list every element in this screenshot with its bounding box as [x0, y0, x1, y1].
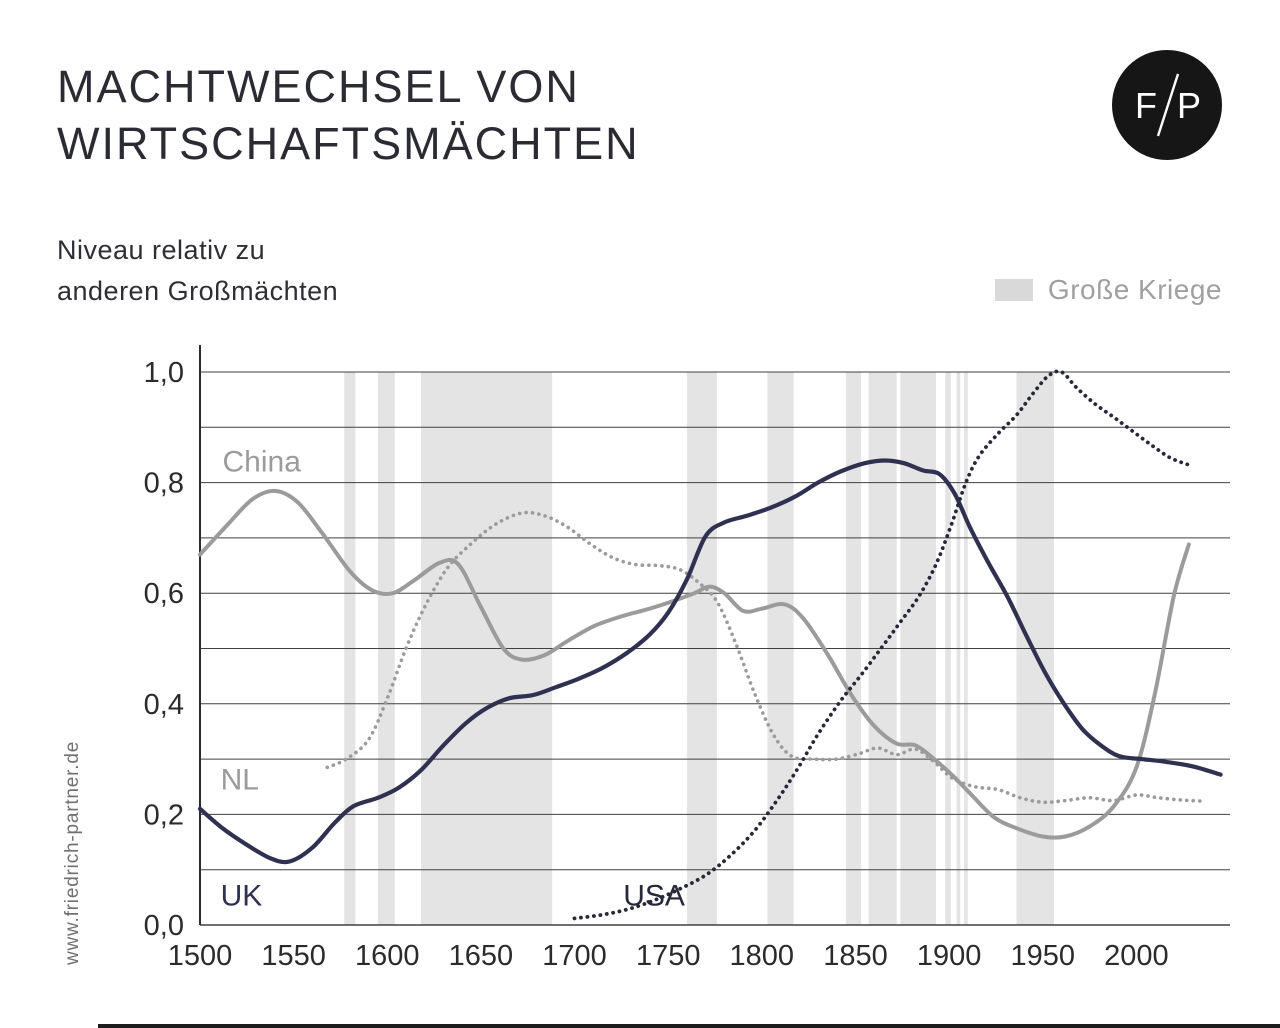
svg-text:F: F — [1135, 85, 1157, 126]
war-band-swatch — [994, 279, 1033, 301]
x-tick-label: 2000 — [1104, 940, 1169, 972]
brand-logo-icon: F P — [1112, 50, 1222, 160]
x-tick-label: 1650 — [449, 940, 514, 972]
legend-label: Große Kriege — [1047, 274, 1222, 305]
page-title-line2: WIRTSCHAFTSMÄCHTEN — [57, 118, 640, 169]
x-tick-label: 1950 — [1010, 940, 1075, 972]
x-tick-label: 1600 — [355, 940, 420, 972]
x-tick-label: 1700 — [542, 940, 607, 972]
series-label-uk: UK — [221, 880, 263, 913]
x-tick-label: 1900 — [917, 940, 982, 972]
y-tick-label: 0,8 — [144, 468, 184, 500]
series-label-nl: NL — [221, 764, 259, 797]
y-tick-label: 0,2 — [144, 799, 184, 831]
y-tick-label: 0,0 — [144, 910, 184, 942]
chart-subtitle-line2: anderen Großmächten — [57, 276, 339, 306]
x-tick-label: 1550 — [261, 940, 326, 972]
series-label-usa: USA — [623, 880, 685, 913]
x-tick-label: 1500 — [168, 940, 233, 972]
y-tick-label: 1,0 — [144, 357, 184, 389]
y-tick-label: 0,6 — [144, 578, 184, 610]
page-title: MACHTWECHSEL VON WIRTSCHAFTSMÄCHTEN — [57, 58, 640, 172]
x-tick-label: 1750 — [636, 940, 701, 972]
page-title-line1: MACHTWECHSEL VON — [57, 61, 580, 112]
chart-subtitle-line1: Niveau relativ zu — [57, 235, 266, 265]
bottom-rule — [98, 1024, 1280, 1028]
chart-subtitle: Niveau relativ zu anderen Großmächten — [57, 230, 338, 312]
series-line-usa — [572, 369, 1191, 921]
x-tick-label: 1800 — [730, 940, 795, 972]
series-line-nl — [325, 510, 1204, 805]
svg-text:P: P — [1177, 85, 1201, 126]
series-line-china — [198, 488, 1191, 840]
x-tick-label: 1850 — [823, 940, 888, 972]
legend: Große Kriege — [994, 274, 1222, 306]
y-tick-label: 0,4 — [144, 689, 184, 721]
brand-logo: F P — [1112, 50, 1222, 160]
series-label-china: China — [223, 446, 302, 479]
series-line-uk — [197, 458, 1223, 865]
